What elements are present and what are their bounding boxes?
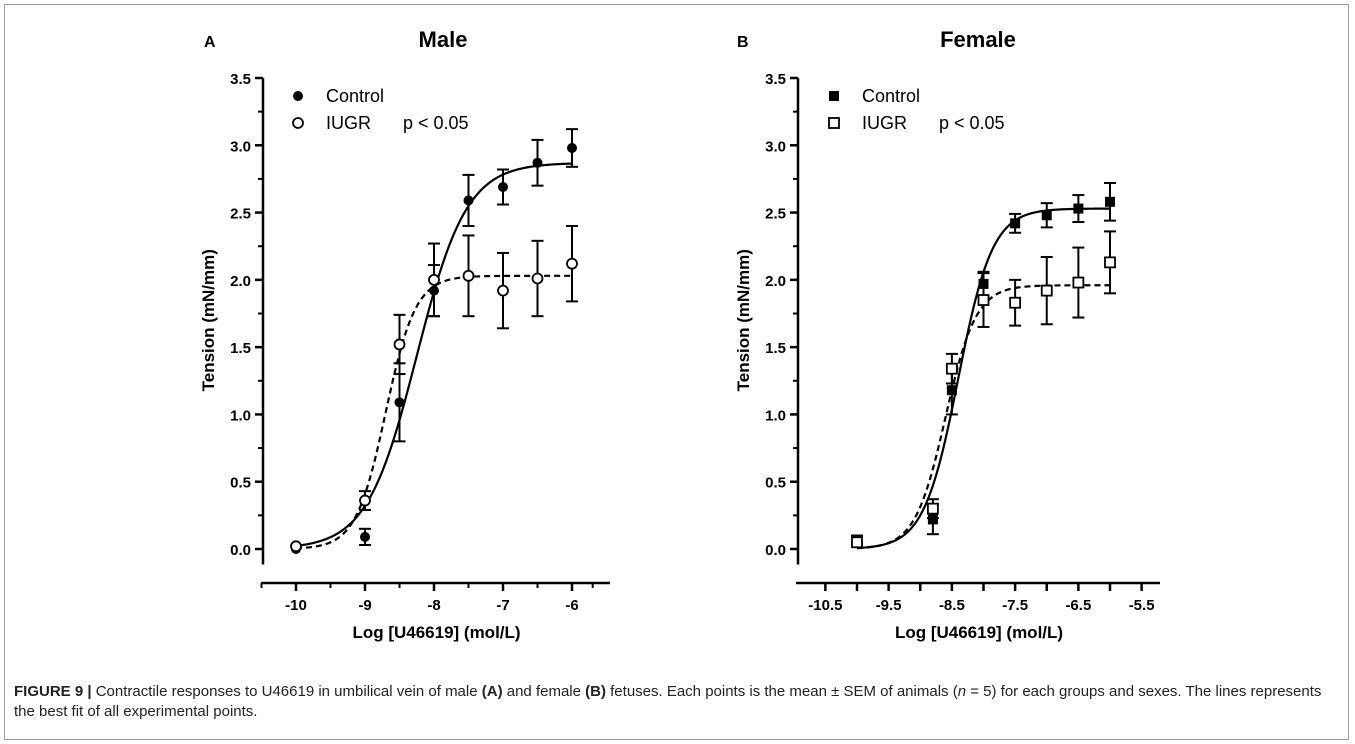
x-tick-label: -6.5 — [1065, 597, 1091, 614]
y-tick-label: 3.0 — [765, 138, 786, 155]
significance-annotation: p < 0.05 — [403, 113, 469, 133]
data-point-iugr — [359, 494, 371, 507]
y-tick-label: 1.5 — [765, 340, 786, 357]
data-point-iugr — [927, 502, 939, 515]
data-point-control — [1105, 196, 1115, 207]
data-point-control — [498, 182, 508, 193]
data-point-control — [946, 385, 957, 396]
data-point-control — [429, 285, 439, 296]
panel-letter: A — [204, 34, 216, 51]
legend-marker — [828, 117, 840, 129]
y-tick-label: 3.0 — [230, 138, 251, 155]
y-tick-label: 1.0 — [765, 407, 786, 424]
data-point-control — [1010, 218, 1021, 229]
panel-letter: B — [737, 34, 749, 51]
data-point-iugr — [945, 362, 958, 375]
x-axis-label: Log [U46619] (mol/L) — [352, 623, 520, 642]
legend-label: Control — [862, 86, 920, 106]
caption-part: n — [957, 683, 967, 700]
x-tick-label: -8 — [427, 597, 440, 614]
y-tick-label: 3.5 — [230, 71, 251, 88]
legend-label: IUGR — [862, 113, 907, 133]
data-point-iugr — [566, 257, 578, 270]
y-tick-label: 0.5 — [230, 475, 251, 492]
data-point-iugr — [1009, 296, 1022, 309]
data-point-iugr — [1072, 276, 1085, 289]
figure-charts: A Male 0.0 0.5 1.0 1.5 2.0 2.5 3.0 3.5 Tension (mN… — [199, 27, 1160, 642]
y-tick-label: 0.0 — [230, 542, 251, 559]
x-tick-label: -10.5 — [808, 597, 842, 614]
data-point-control — [360, 531, 370, 542]
x-tick-label: -7.5 — [1002, 597, 1028, 614]
y-tick-label: 2.5 — [230, 206, 251, 223]
data-point-control — [532, 157, 543, 168]
data-point-iugr — [977, 294, 990, 306]
y-tick-label: 1.5 — [230, 340, 251, 357]
significance-annotation: p < 0.05 — [939, 113, 1005, 133]
data-point-control — [927, 514, 938, 525]
x-tick-label: -10 — [285, 597, 307, 614]
figure-caption: FIGURE 9 | Contractile responses to U466… — [14, 682, 1334, 722]
data-point-iugr — [1104, 256, 1116, 269]
panel-title: Male — [419, 27, 468, 52]
data-point-control — [978, 278, 989, 289]
caption-part: = 5) for each groups and sexes. The line… — [14, 683, 1322, 720]
legend-marker — [293, 91, 303, 101]
y-tick-label: 0.0 — [765, 542, 786, 559]
data-point-control — [1073, 203, 1084, 214]
y-tick-label: 3.5 — [765, 71, 786, 88]
data-point-iugr — [1040, 284, 1053, 297]
caption-label: FIGURE 9 | — [14, 683, 92, 700]
legend-marker — [829, 91, 839, 101]
data-point-iugr — [393, 338, 406, 351]
y-tick-label: 1.0 — [230, 407, 251, 424]
y-tick-label: 0.5 — [765, 475, 786, 492]
data-point-control — [1041, 210, 1052, 221]
x-tick-label: -8.5 — [939, 597, 965, 614]
figure-frame — [4, 4, 1349, 740]
data-point-iugr — [428, 273, 440, 286]
data-point-iugr — [851, 536, 863, 549]
panel-title: Female — [940, 27, 1016, 52]
caption-part: and female — [502, 683, 586, 700]
legend-label: Control — [326, 86, 384, 106]
legend-label: IUGR — [326, 113, 371, 133]
y-tick-label: 2.0 — [765, 273, 786, 290]
data-point-iugr — [462, 269, 475, 282]
chart-panel-b: B Female 0.0 0.5 1.0 1.5 2.0 2.5 3.0 3.5 Tension (… — [734, 27, 1160, 642]
x-tick-label: -7 — [496, 597, 509, 614]
x-tick-label: -9 — [358, 597, 371, 614]
x-tick-label: -9.5 — [876, 597, 902, 614]
caption-part: (A) — [481, 683, 503, 700]
caption-text: Contractile responses to U46619 in umbil… — [14, 683, 1321, 720]
caption-part: (B) — [585, 683, 606, 700]
data-point-control — [567, 142, 577, 153]
y-tick-label: 2.5 — [765, 206, 786, 223]
chart-panel-a: A Male 0.0 0.5 1.0 1.5 2.0 2.5 3.0 3.5 Tension (mN… — [199, 27, 610, 642]
y-tick-label: 2.0 — [230, 273, 251, 290]
x-axis-label: Log [U46619] (mol/L) — [895, 623, 1063, 642]
data-point-control — [463, 195, 474, 206]
x-tick-label: -6 — [565, 597, 578, 614]
y-axis-label: Tension (mN/mm) — [199, 249, 218, 391]
y-axis-label: Tension (mN/mm) — [734, 249, 753, 391]
fit-curve-iugr — [295, 274, 572, 550]
data-point-iugr — [497, 284, 509, 297]
fit-curve-control — [295, 162, 573, 548]
data-point-iugr — [290, 540, 302, 553]
caption-part: Contractile responses to U46619 in umbil… — [91, 683, 482, 700]
data-point-iugr — [531, 272, 544, 285]
legend-marker — [292, 117, 304, 129]
data-point-control — [394, 397, 405, 408]
x-tick-label: -5.5 — [1129, 597, 1155, 614]
caption-part: fetuses. Each points is the mean ± SEM o… — [605, 683, 958, 700]
fit-curve-control — [856, 207, 1111, 550]
